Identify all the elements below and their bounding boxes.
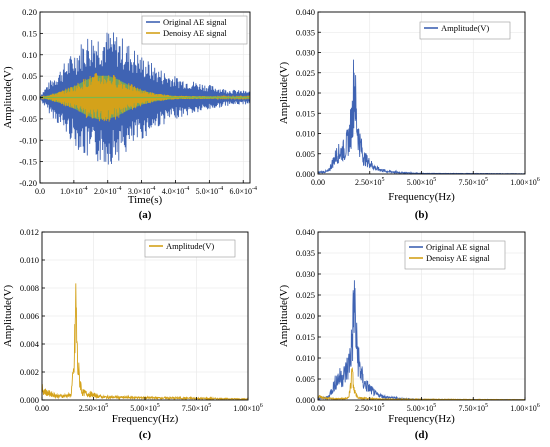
x-axis-label: Frequency(Hz) (388, 413, 455, 425)
legend-box (141, 15, 248, 45)
y-tick-label: 0.010 (296, 353, 315, 363)
y-tick-label: -0.20 (19, 178, 37, 188)
y-tick-label: 0.002 (20, 367, 39, 377)
panel-label: (a) (139, 209, 152, 221)
x-tick-label: 5.00×105 (130, 403, 160, 413)
y-axis-label: Amplitude(V) (2, 285, 14, 348)
y-tick-label: 0.012 (20, 227, 39, 237)
x-tick-label: 1.00×106 (510, 177, 540, 187)
x-tick-label: 2.50×105 (79, 403, 109, 413)
y-tick-label: 0.000 (296, 395, 315, 405)
chart-panel-a: 0.20 0.15 0.10 0.05 0.00 -0.05 -0.10 -0.15 -0.20… (2, 7, 257, 221)
x-tick-label: 5.00×105 (407, 403, 437, 413)
y-tick-label: 0.15 (22, 28, 37, 38)
x-axis-label: Frequency(Hz) (388, 191, 455, 203)
x-tick-label: 2.0×10-4 (94, 186, 122, 196)
x-tick-label: 3.0×10-4 (128, 186, 156, 196)
panel-label: (d) (415, 429, 429, 441)
legend-label: Original AE signal (163, 17, 227, 27)
y-tick-label: 0.004 (20, 339, 40, 349)
x-tick-label: 7.50×105 (458, 177, 488, 187)
legend-box (419, 21, 511, 40)
y-tick-label: 0.020 (296, 88, 315, 98)
x-tick-label: 2.50×105 (355, 403, 385, 413)
x-tick-label: 1.00×106 (233, 403, 263, 413)
y-axis-label: Amplitude(V) (2, 66, 14, 129)
x-tick-label: 1.00×106 (510, 403, 540, 413)
y-tick-label: -0.10 (19, 135, 37, 145)
chart-panel-b: 0.000 0.005 0.010 0.015 0.020 0.025 0.030 0.035… (278, 7, 540, 221)
y-tick-label: 0.025 (296, 290, 315, 300)
y-tick-label: 0.030 (296, 269, 315, 279)
y-tick-label: 0.030 (296, 48, 315, 58)
y-tick-label: 0.035 (296, 27, 315, 37)
panel-label: (c) (139, 429, 152, 441)
y-tick-label: 0.006 (20, 311, 39, 321)
y-tick-label: 0.008 (20, 283, 39, 293)
x-tick-label: 5.00×105 (407, 177, 437, 187)
y-tick-label: 0.005 (296, 149, 315, 159)
x-axis-label: Frequency(Hz) (112, 413, 179, 425)
legend-label: Amplitude(V) (441, 23, 489, 33)
y-axis-label: Amplitude(V) (278, 62, 290, 125)
legend-box (144, 239, 236, 258)
chart-panel-d: 0.000 0.005 0.010 0.015 0.020 0.025 0.030 0.035… (278, 227, 540, 441)
x-tick-label: 5.0×10-4 (196, 186, 224, 196)
y-tick-label: -0.15 (19, 157, 37, 167)
y-tick-label: 0.20 (22, 7, 37, 17)
y-tick-label: 0.040 (296, 7, 315, 17)
series-line-original (39, 32, 251, 165)
y-tick-label: 0.040 (296, 227, 315, 237)
legend-label: Denoisy AE signal (426, 253, 490, 263)
x-tick-label: 0.0 (35, 187, 45, 196)
y-tick-label: 0.05 (22, 71, 37, 81)
legend-label: Amplitude(V) (166, 241, 214, 251)
y-tick-label: 0.025 (296, 68, 315, 78)
y-tick-label: 0.10 (22, 50, 37, 60)
x-tick-label: 4.0×10-4 (162, 186, 190, 196)
x-tick-label: 0.00 (311, 404, 325, 413)
x-tick-label: 0.00 (311, 178, 325, 187)
y-tick-label: 0.015 (296, 108, 315, 118)
y-tick-label: 0.000 (20, 395, 39, 405)
y-tick-label: 0.035 (296, 248, 315, 258)
legend-label: Denoisy AE signal (163, 28, 227, 38)
x-tick-label: 0.00 (35, 404, 49, 413)
y-tick-label: 0.00 (22, 93, 37, 103)
y-tick-label: 0.000 (296, 169, 315, 179)
y-tick-label: 0.005 (296, 374, 315, 384)
y-tick-label: -0.05 (19, 114, 37, 124)
panel-label: (b) (415, 209, 429, 221)
y-axis-label: Amplitude(V) (278, 285, 290, 348)
x-tick-label: 7.50×105 (458, 403, 488, 413)
y-tick-label: 0.010 (296, 129, 315, 139)
legend-label: Original AE signal (426, 242, 490, 252)
chart-panel-c: 0.000 0.002 0.004 0.006 0.008 0.010 0.012 0.00 2… (2, 227, 263, 441)
y-tick-label: 0.010 (20, 255, 39, 265)
y-tick-label: 0.020 (296, 311, 315, 321)
x-tick-label: 1.0×10-4 (60, 186, 88, 196)
x-tick-label: 7.50×105 (182, 403, 212, 413)
x-tick-label: 2.50×105 (355, 177, 385, 187)
legend-box (404, 240, 506, 270)
x-axis-label: Time(s) (128, 194, 163, 206)
y-tick-label: 0.015 (296, 332, 315, 342)
x-tick-label: 6.0×10-4 (229, 186, 257, 196)
